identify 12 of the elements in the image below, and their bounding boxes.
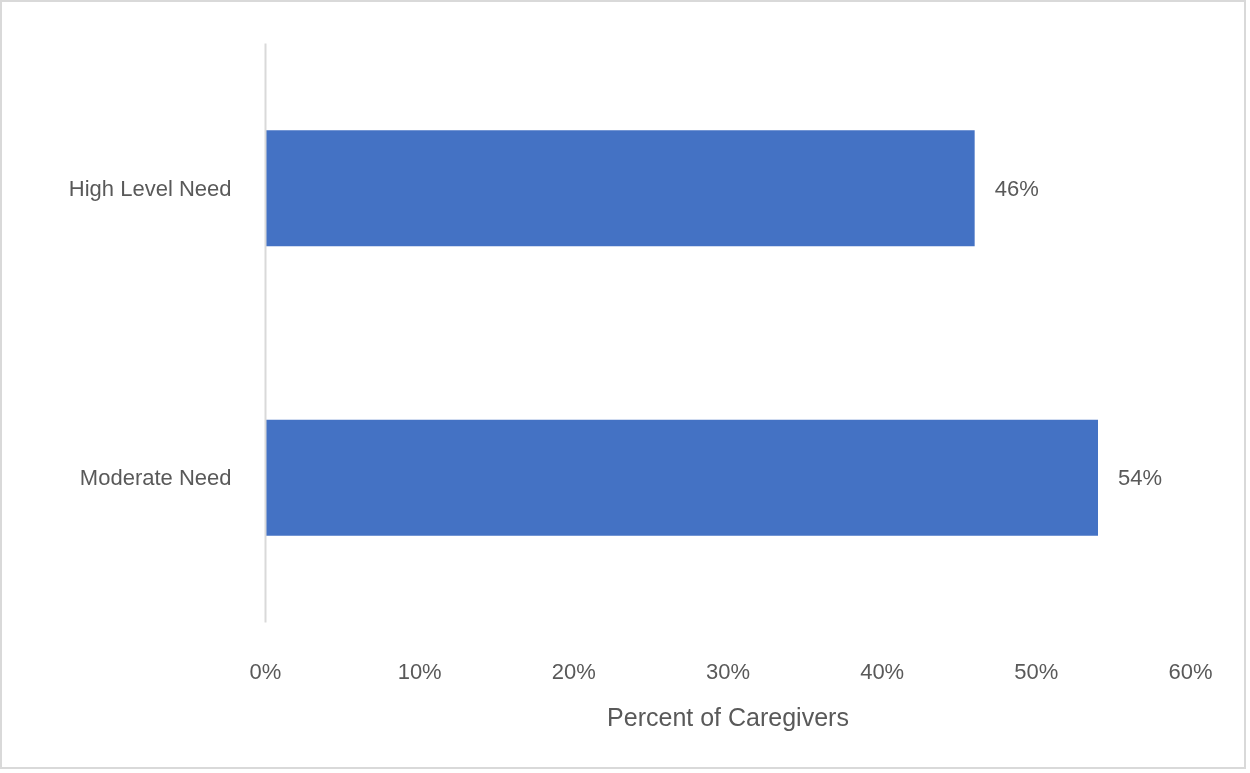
x-tick-label: 0%: [249, 658, 282, 684]
x-tick-label: 50%: [1014, 658, 1059, 684]
y-tick-label: High Level Need: [68, 175, 232, 201]
x-tick-label: 10%: [397, 658, 442, 684]
x-tick-label: 40%: [860, 658, 905, 684]
data-label: 54%: [1118, 465, 1163, 491]
y-tick-label: Moderate Need: [79, 465, 232, 491]
data-label: 46%: [994, 175, 1039, 201]
x-tick-label: 60%: [1168, 658, 1213, 684]
x-axis-title: Percent of Caregivers: [607, 702, 849, 731]
x-tick-label: 30%: [705, 658, 751, 684]
x-tick-label: 20%: [551, 658, 596, 684]
